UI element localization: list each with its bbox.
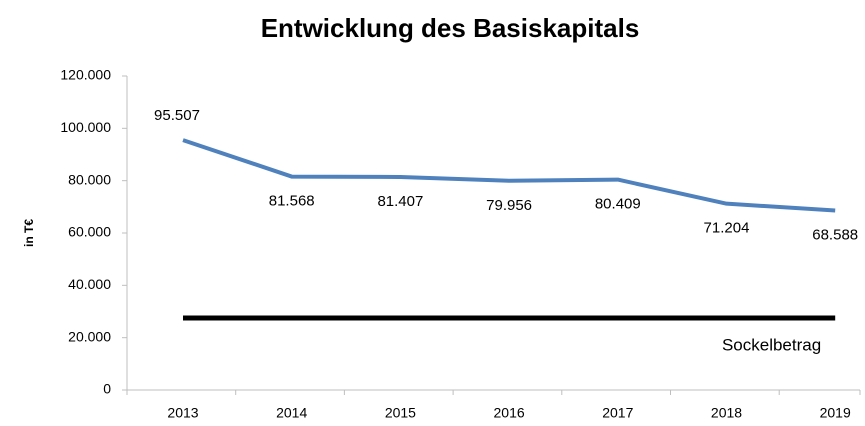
data-label: 95.507 xyxy=(154,107,200,124)
y-tick-label: 100.000 xyxy=(60,119,111,135)
y-tick-label: 0 xyxy=(103,381,111,397)
y-tick-label: 20.000 xyxy=(68,328,111,344)
x-tick-label: 2019 xyxy=(820,405,851,421)
reference-label: Sockelbetrag xyxy=(722,336,821,355)
x-tick-label: 2014 xyxy=(276,405,307,421)
y-axis-title: in T€ xyxy=(22,219,36,247)
x-tick-label: 2018 xyxy=(711,405,742,421)
x-tick-label: 2013 xyxy=(167,405,198,421)
data-label: 71.204 xyxy=(704,220,750,237)
data-label: 68.588 xyxy=(812,226,858,243)
y-tick-label: 120.000 xyxy=(60,67,111,83)
x-tick-label: 2017 xyxy=(602,405,633,421)
x-tick-label: 2015 xyxy=(385,405,416,421)
line xyxy=(182,138,836,213)
data-label: 80.409 xyxy=(595,196,641,213)
chart-title: Entwicklung des Basiskapitals xyxy=(261,13,640,43)
data-label: 79.956 xyxy=(486,197,532,214)
y-tick-label: 80.000 xyxy=(68,171,111,187)
data-label: 81.407 xyxy=(377,193,423,210)
x-tick-label: 2016 xyxy=(494,405,525,421)
y-tick-label: 40.000 xyxy=(68,276,111,292)
y-tick-label: 60.000 xyxy=(68,224,111,240)
data-label: 81.568 xyxy=(269,193,315,210)
